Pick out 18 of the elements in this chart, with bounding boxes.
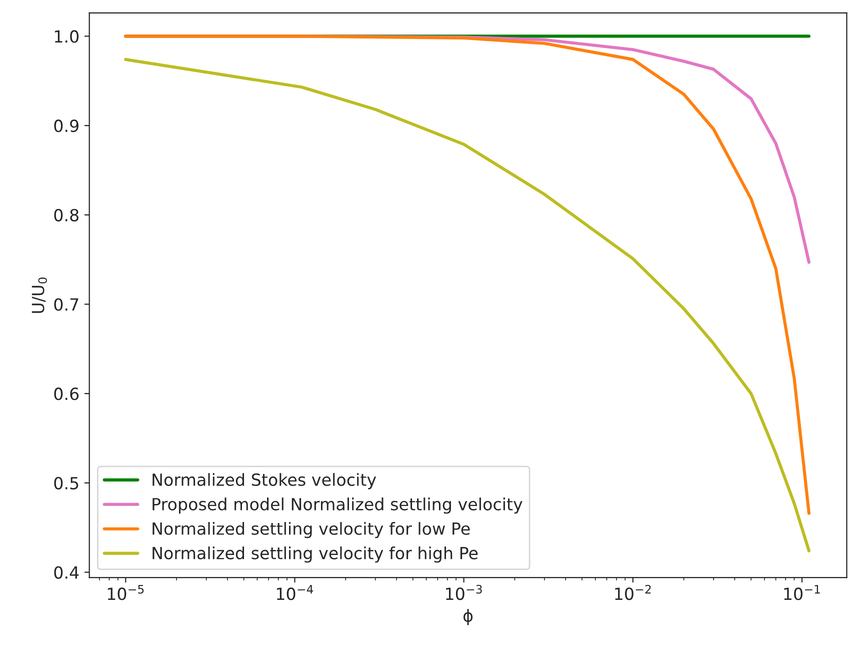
y-tick-label: 0.5 [54,476,78,490]
x-tick-label: 10$^{−4}$ [276,584,314,600]
x-tick-label: 10$^{−5}$ [108,584,144,600]
y-tick-label: 0.7 [54,298,78,311]
x-tick-label: 10$^{−2}$ [615,584,651,600]
y-tick-label: 0.4 [54,566,79,579]
y-tick-label: 0.6 [54,388,79,400]
legend-label: Normalized settling velocity for low Pe [152,522,470,538]
legend-label: Normalized Stokes velocity [152,473,376,490]
x-tick-label: 10$^{−1}$ [784,584,820,600]
legend-label: Normalized settling velocity for high Pe [152,546,478,563]
x-axis-title: ϕ [463,609,473,626]
x-tick-label: 10$^{−3}$ [446,584,482,600]
y-axis-title: U/U$_{0}$ [32,278,47,313]
y-tick-label: 1.0 [54,30,79,43]
legend-label: Proposed model Normalized settling velocity [152,498,522,514]
y-tick-label: 0.8 [54,208,78,222]
y-tick-label: 0.9 [54,120,78,132]
